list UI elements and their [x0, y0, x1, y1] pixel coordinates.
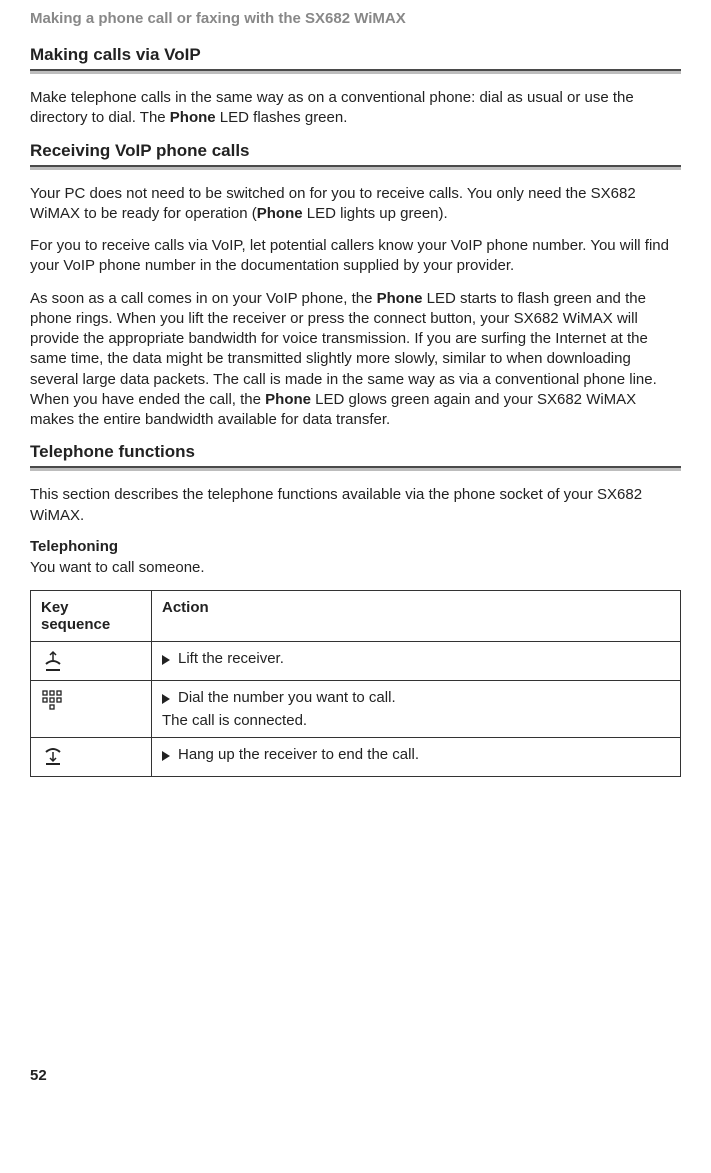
subheading-telephoning: Telephoning — [30, 538, 681, 555]
divider — [30, 165, 681, 170]
bold-text: Phone — [265, 391, 311, 408]
key-icon-cell — [31, 641, 152, 680]
table-row: Lift the receiver. — [31, 641, 681, 680]
bullet-arrow-icon — [162, 751, 170, 761]
lead-text: You want to call someone. — [30, 559, 681, 576]
table-row: Dial the number you want to call. The ca… — [31, 680, 681, 737]
hang-up-icon — [41, 746, 65, 768]
lift-receiver-icon — [41, 650, 65, 672]
bullet-arrow-icon — [162, 694, 170, 704]
action-text: Hang up the receiver to end the call. — [178, 746, 419, 763]
divider — [30, 466, 681, 471]
bold-text: Phone — [257, 205, 303, 222]
paragraph: For you to receive calls via VoIP, let p… — [30, 236, 681, 277]
bold-text: Phone — [170, 109, 216, 126]
text: LED flashes green. — [216, 109, 348, 126]
paragraph: Your PC does not need to be switched on … — [30, 184, 681, 225]
paragraph: Make telephone calls in the same way as … — [30, 88, 681, 129]
action-cell: Hang up the receiver to end the call. — [152, 737, 681, 776]
heading-making-calls: Making calls via VoIP — [30, 45, 681, 65]
key-icon-cell — [31, 680, 152, 737]
action-cell: Lift the receiver. — [152, 641, 681, 680]
table-header-row: Key sequence Action — [31, 590, 681, 641]
bold-text: Phone — [377, 290, 423, 307]
paragraph: This section describes the telephone fun… — [30, 485, 681, 526]
paragraph: As soon as a call comes in on your VoIP … — [30, 289, 681, 431]
page-number: 52 — [0, 1067, 711, 1094]
action-text: Lift the receiver. — [178, 650, 284, 667]
key-sequence-table: Key sequence Action Lift the receiver. — [30, 590, 681, 777]
table-row: Hang up the receiver to end the call. — [31, 737, 681, 776]
action-cell: Dial the number you want to call. The ca… — [152, 680, 681, 737]
key-icon-cell — [31, 737, 152, 776]
text: LED lights up green). — [303, 205, 448, 222]
action-text: The call is connected. — [162, 712, 670, 729]
heading-telephone-functions: Telephone functions — [30, 442, 681, 462]
text: As soon as a call comes in on your VoIP … — [30, 290, 377, 307]
action-text: Dial the number you want to call. — [178, 689, 396, 706]
bullet-arrow-icon — [162, 655, 170, 665]
divider — [30, 69, 681, 74]
keypad-icon — [41, 689, 63, 711]
heading-receiving-calls: Receiving VoIP phone calls — [30, 141, 681, 161]
header-action: Action — [152, 590, 681, 641]
running-header: Making a phone call or faxing with the S… — [30, 10, 681, 27]
header-key-sequence: Key sequence — [31, 590, 152, 641]
